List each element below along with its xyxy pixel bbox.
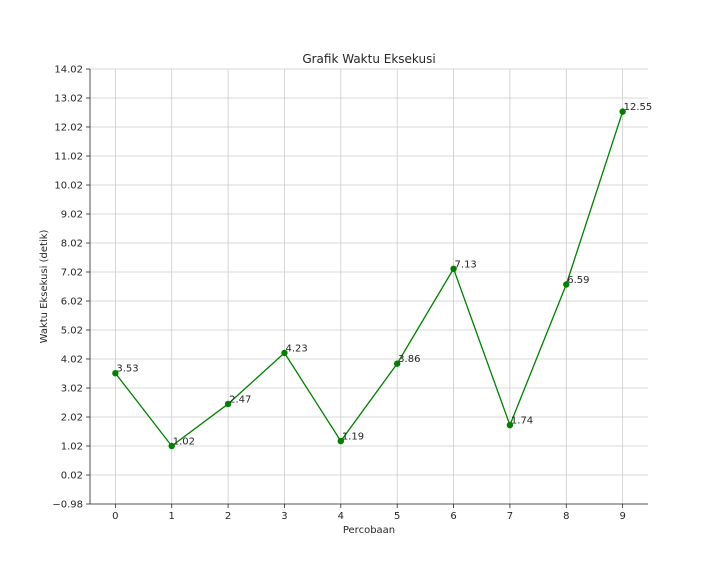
data-label: 4.23	[285, 343, 307, 354]
data-label: 7.13	[455, 259, 477, 270]
y-tick-label: 10.02	[54, 181, 83, 192]
x-tick-label: 5	[394, 511, 400, 522]
data-point	[281, 349, 288, 357]
x-tick-label: 7	[507, 511, 513, 522]
y-tick-label: 11.02	[54, 152, 83, 163]
data-label: 1.02	[173, 437, 195, 448]
data-point	[450, 265, 457, 273]
x-tick-label: 3	[281, 511, 287, 522]
y-tick-label: 7.02	[61, 268, 83, 279]
y-tick-label: 0.02	[61, 471, 83, 482]
data-point	[506, 421, 514, 429]
grid	[90, 68, 648, 505]
data-labels: 3.53 1.02 2.47 4.23 1.19 3.86 7.13 1.74 6.59 12.5…	[116, 102, 652, 447]
data-label: 6.59	[567, 275, 589, 286]
x-tick-label: 2	[225, 511, 231, 522]
x-axis-label: Percobaan	[343, 525, 395, 536]
axes-spines	[89, 69, 648, 505]
chart-title: Grafik Waktu Eksekusi	[302, 52, 435, 66]
series	[112, 108, 626, 450]
y-tick-label: 9.02	[61, 210, 83, 221]
x-tick-label: 1	[169, 511, 175, 522]
data-point	[393, 360, 401, 367]
data-point	[168, 442, 175, 450]
y-tick-label: 8.02	[61, 239, 83, 250]
data-label: 1.74	[511, 416, 533, 427]
y-tick-label: 1.02	[61, 442, 83, 453]
y-tick-label: 3.02	[61, 384, 83, 395]
y-axis-label: Waktu Eksekusi (detik)	[39, 229, 50, 343]
x-tick-label: 4	[338, 511, 344, 522]
data-label: 12.55	[624, 102, 653, 113]
x-tick-label: 6	[450, 511, 456, 522]
y-tick-label: 12.02	[54, 123, 83, 134]
y-tick-label: 4.02	[61, 355, 83, 366]
x-tick-label: 9	[619, 511, 625, 522]
data-point	[337, 437, 345, 445]
data-label: 3.86	[398, 354, 420, 365]
series-line	[114, 111, 624, 447]
data-point	[224, 400, 232, 408]
y-tick-label: 14.02	[54, 65, 83, 76]
data-point	[112, 370, 119, 377]
y-tick-label: 2.02	[61, 413, 83, 424]
data-label: 2.47	[229, 394, 251, 405]
tick-labels: 0 1 2 3 4 5 6 7 8 9 −0.98 0.02 1.02 2.02 3.02 4.02 5.02 6…	[52, 65, 625, 523]
data-point	[563, 281, 570, 288]
y-tick-label: −0.98	[52, 500, 83, 511]
y-tick-label: 5.02	[61, 326, 83, 337]
data-label: 3.53	[116, 364, 138, 375]
x-tick-label: 8	[563, 511, 569, 522]
x-tick-label: 0	[112, 511, 118, 522]
y-tick-label: 13.02	[54, 94, 83, 105]
y-tick-label: 6.02	[61, 297, 83, 308]
data-label: 1.19	[342, 432, 364, 443]
data-point	[619, 108, 626, 115]
